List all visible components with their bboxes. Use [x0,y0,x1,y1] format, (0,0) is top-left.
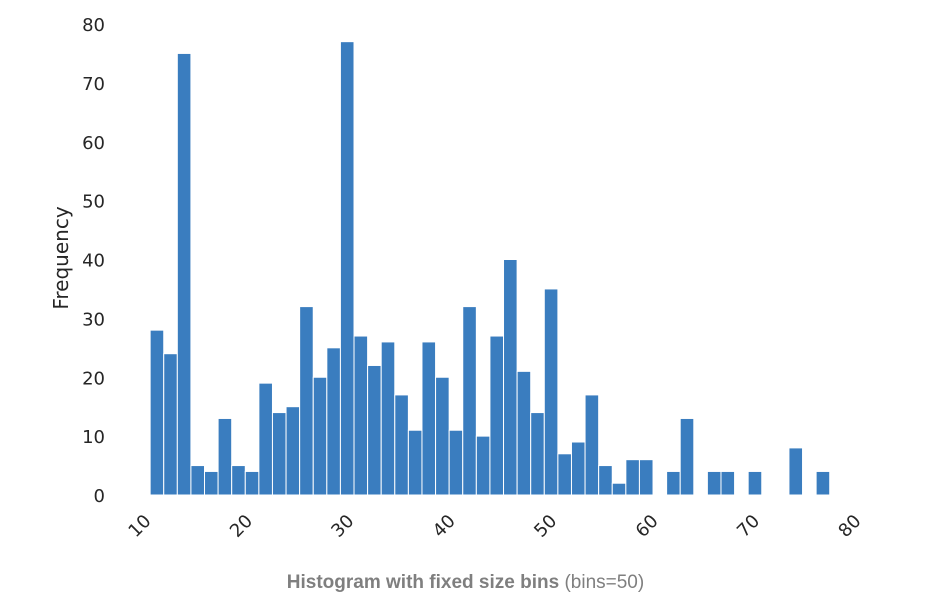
y-tick-label: 0 [94,486,105,507]
histogram-bar [475,435,491,496]
histogram-bar [611,482,627,496]
histogram-bar [598,465,613,496]
x-tick-label: 60 [632,511,663,542]
histogram-bar [326,347,341,496]
y-tick-label: 40 [82,251,105,272]
y-tick-label: 30 [82,309,105,330]
y-tick-labels: 0 10 20 30 40 50 60 70 80 [82,15,105,507]
y-tick-label: 20 [82,368,105,389]
histogram-bar [421,341,437,496]
histogram-bar [231,465,246,496]
histogram-bar [584,394,600,496]
histogram-bar [679,417,695,496]
histogram-bar [258,382,273,496]
histogram-bar [299,306,314,496]
y-tick-label: 10 [82,427,105,448]
x-tick-label: 70 [733,511,764,542]
x-tick-labels: 10 20 30 40 50 60 70 80 [124,511,865,542]
x-tick-label: 10 [124,511,155,542]
histogram-bar [638,459,654,496]
histogram-bar [720,470,736,496]
histogram-bar [163,353,178,496]
histogram-bar [149,329,165,496]
x-tick-label: 50 [530,511,561,542]
histogram-bar [367,364,382,496]
histogram-bar [516,370,532,496]
histogram-bar [312,376,328,496]
histogram-bar [570,441,586,496]
y-tick-label: 80 [82,15,105,36]
histogram-bar [407,429,423,496]
histogram-bar [394,394,409,496]
histogram-bar [557,453,572,496]
histogram-bar [217,417,233,496]
y-axis-label: Frequency [49,206,73,309]
chart-title-normal: (bins=50) [564,572,645,593]
histogram-bar [380,341,396,496]
histogram-bar [706,470,722,496]
histogram-bar [285,406,301,496]
bars-group [149,41,831,496]
chart-title-bold: Histogram with fixed size bins [286,572,560,593]
histogram-bar [530,412,545,496]
x-tick-label: 20 [226,511,257,542]
histogram-bar [815,470,831,496]
histogram-bar [204,470,219,496]
histogram-bar [489,335,505,496]
histogram-bar [543,288,559,496]
x-tick-label: 80 [834,511,865,542]
histogram-bar [339,41,355,496]
histogram-bar [462,306,477,496]
x-tick-label: 40 [429,511,460,542]
histogram-bar [666,470,681,496]
histogram-bar [625,459,640,496]
histogram-bar [176,52,192,496]
histogram-bar [747,470,763,496]
y-tick-label: 50 [82,192,105,213]
chart-title: Histogram with fixed size bins (bins=50) [0,572,931,594]
y-tick-label: 70 [82,74,105,95]
histogram-bar [190,465,206,496]
y-tick-label: 60 [82,133,105,154]
histogram-bar [435,376,450,496]
histogram-bar [244,470,260,496]
histogram-bar [353,335,369,496]
histogram-bar [788,447,804,496]
histogram-bar [448,429,464,496]
histogram-bar [271,412,287,496]
x-tick-label: 30 [327,511,358,542]
histogram-bar [503,259,518,496]
